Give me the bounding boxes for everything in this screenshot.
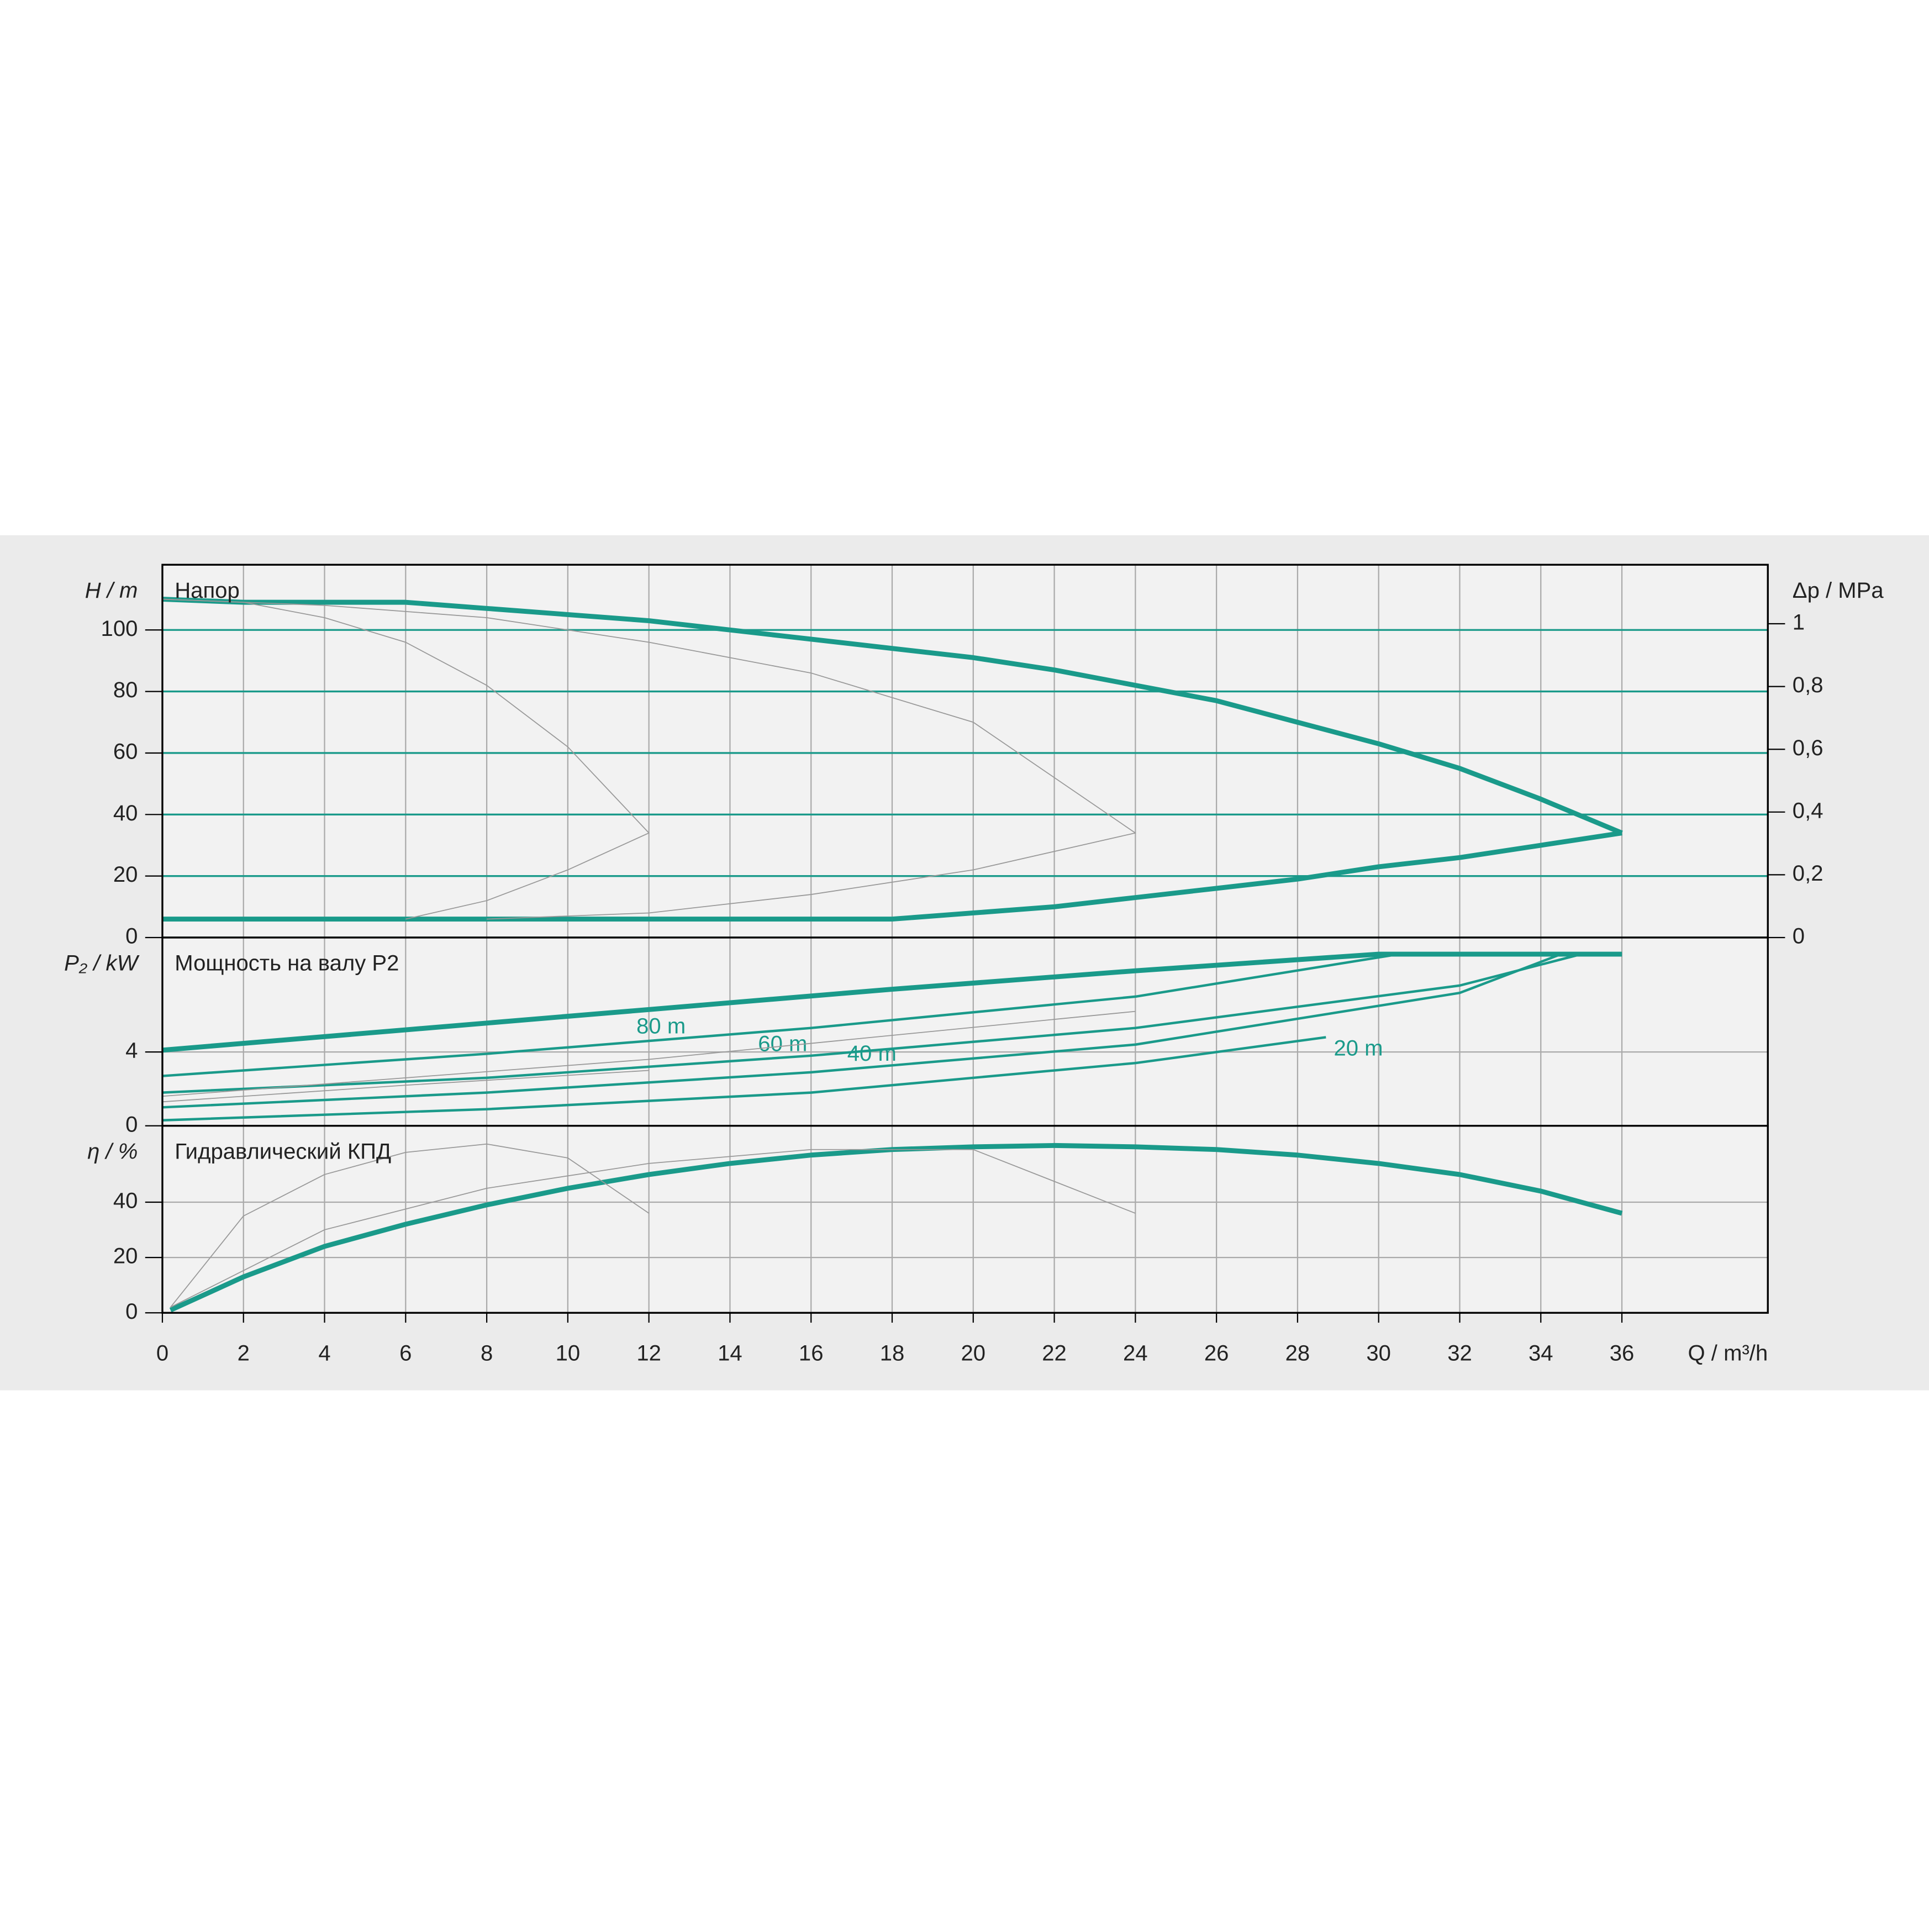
series-line [162, 598, 1136, 920]
y-tick-label: 20 [113, 1244, 138, 1268]
x-tick-label: 28 [1285, 1341, 1310, 1366]
x-tick-label: 12 [636, 1341, 661, 1366]
plot-area [162, 565, 1768, 938]
series-line [162, 1010, 1136, 1097]
series-line [162, 1036, 1326, 1122]
series-label: 20 m [1334, 1036, 1383, 1060]
series-label: 40 m [847, 1041, 897, 1066]
y-tick-label: 40 [113, 801, 138, 825]
y2-tick-label: 0,6 [1793, 736, 1823, 760]
y-axis-label: H / m [85, 578, 138, 603]
y-axis-label: η / % [87, 1139, 138, 1164]
y-tick-label: 80 [113, 678, 138, 702]
y2-tick-label: 0,8 [1793, 673, 1823, 697]
series-line [162, 952, 1622, 1109]
y2-axis-label: Δp / MPa [1793, 578, 1884, 603]
panel-title: Напор [175, 578, 240, 603]
plot-area [162, 1125, 1768, 1313]
x-tick-label: 32 [1447, 1341, 1472, 1366]
x-tick-label: 8 [481, 1341, 493, 1366]
y-tick-label: 0 [125, 1299, 138, 1324]
y-tick-label: 0 [125, 1112, 138, 1136]
x-axis-label: Q / m³/h [1688, 1341, 1768, 1366]
x-tick-label: 34 [1529, 1341, 1553, 1366]
x-tick-label: 24 [1123, 1341, 1148, 1366]
y-tick-label: 100 [101, 617, 138, 641]
x-tick-label: 2 [238, 1341, 250, 1366]
y2-tick-label: 0,4 [1793, 798, 1823, 823]
y-tick-label: 20 [113, 862, 138, 887]
x-tick-label: 10 [556, 1341, 581, 1366]
x-tick-label: 16 [799, 1341, 824, 1366]
panel-title: Гидравлический КПД [175, 1139, 391, 1164]
x-tick-label: 26 [1204, 1341, 1229, 1366]
x-tick-label: 20 [961, 1341, 985, 1366]
plot-frame [161, 1125, 1769, 1314]
y-tick-label: 0 [125, 924, 138, 949]
x-tick-label: 18 [880, 1341, 905, 1366]
series-line [162, 952, 1582, 1094]
y2-tick-label: 0,2 [1793, 861, 1823, 886]
series-line [162, 597, 1623, 835]
series-line [162, 1070, 649, 1103]
x-tick-label: 14 [718, 1341, 742, 1366]
y-axis-label: P₂ / kW [64, 951, 139, 976]
y2-tick-label: 0 [1793, 924, 1805, 949]
series-label: 60 m [758, 1032, 807, 1056]
x-tick-label: 6 [399, 1341, 412, 1366]
y-tick-label: 60 [113, 740, 138, 764]
x-tick-label: 36 [1610, 1341, 1635, 1366]
y-tick-label: 40 [113, 1189, 138, 1213]
series-line [162, 952, 1399, 1077]
x-tick-label: 30 [1366, 1341, 1391, 1366]
x-tick-label: 0 [156, 1341, 168, 1366]
y-tick-label: 4 [125, 1039, 138, 1063]
series-line [162, 598, 650, 920]
y2-tick-label: 1 [1793, 610, 1805, 635]
x-tick-label: 4 [318, 1341, 330, 1366]
series-line [170, 1149, 1136, 1308]
panel-title: Мощность на валу P2 [175, 951, 399, 976]
series-line [162, 830, 1622, 922]
series-label: 80 m [636, 1014, 686, 1039]
series-line [170, 1143, 650, 1308]
x-tick-label: 22 [1042, 1341, 1067, 1366]
series-line [162, 951, 1622, 1053]
